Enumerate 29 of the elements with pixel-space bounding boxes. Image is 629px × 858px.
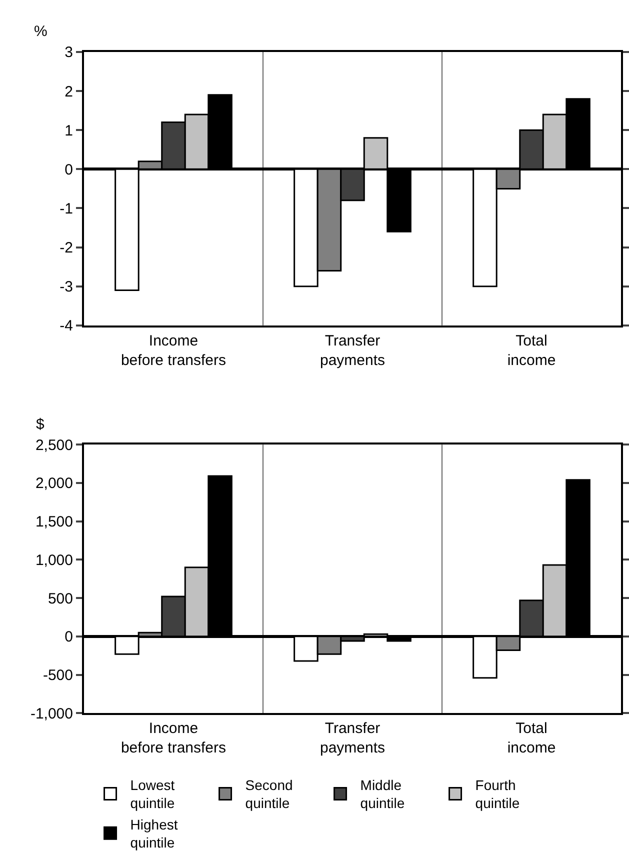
y-tick-label: 2,500 [35, 436, 73, 454]
legend-label: Middle quintile [360, 777, 405, 812]
y-tick-label: 0 [64, 161, 73, 178]
legend-label: Highest quintile [130, 816, 178, 851]
x-tick-label: Total income [507, 720, 556, 757]
y-tick-label: 0 [64, 628, 73, 646]
y-tick-label: 500 [48, 590, 73, 608]
y-axis-title: % [34, 23, 48, 40]
y-tick-label: 1 [64, 122, 73, 140]
y-tick-label: -2 [60, 240, 73, 257]
y-tick-label: -4 [60, 318, 73, 335]
y-tick-label: -3 [60, 278, 73, 296]
y-tick-label: 2,000 [35, 475, 73, 492]
x-tick-label: Income before transfers [120, 332, 226, 369]
y-tick-label: 3 [64, 44, 73, 62]
legend-label: Second quintile [245, 777, 293, 812]
y-axis-title: $ [36, 416, 45, 433]
y-tick-label: 2 [64, 83, 73, 100]
legend-label: Fourth quintile [475, 777, 520, 812]
x-tick-label: Income before transfers [120, 720, 226, 757]
x-tick-label: Transfer payments [320, 332, 386, 369]
x-tick-label: Total income [507, 332, 556, 369]
legend-label: Lowest quintile [130, 777, 175, 812]
x-tick-label: Transfer payments [320, 720, 386, 757]
y-tick-label: 1,500 [35, 514, 73, 531]
y-tick-label: -1 [60, 200, 73, 218]
y-tick-label: -500 [42, 667, 73, 684]
y-tick-label: -1,000 [30, 705, 73, 722]
y-tick-label: 1,000 [35, 552, 73, 569]
